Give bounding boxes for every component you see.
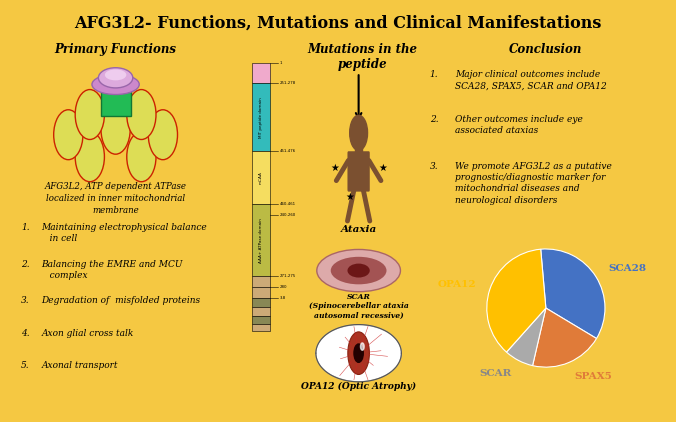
Bar [251,316,270,324]
Bar [251,298,270,307]
FancyBboxPatch shape [347,151,370,192]
Text: AFG3L2- Functions, Mutations and Clinical Manifestations: AFG3L2- Functions, Mutations and Clinica… [74,15,602,32]
Text: 451-476: 451-476 [280,149,295,153]
Text: We promote AFG3L2 as a putative
prognostic/diagnostic marker for
mitochondrial d: We promote AFG3L2 as a putative prognost… [455,162,612,205]
Text: Axonal transport: Axonal transport [41,360,118,370]
Circle shape [75,89,104,140]
Text: 251-278: 251-278 [280,81,296,85]
Bar [251,63,270,83]
Text: SPAX5: SPAX5 [575,371,612,381]
Text: AAA+ ATPase domain: AAA+ ATPase domain [259,218,263,263]
Text: Conclusion: Conclusion [509,43,582,56]
Ellipse shape [92,74,139,95]
Ellipse shape [317,249,400,292]
Circle shape [348,332,369,374]
Ellipse shape [347,264,370,278]
Text: AFG3L2, ATP dependent ATPase
localized in inner mitochondrial
membrane: AFG3L2, ATP dependent ATPase localized i… [45,182,187,215]
Wedge shape [533,308,596,367]
Text: SCA28: SCA28 [608,265,646,273]
Text: OPA12 (Optic Atrophy): OPA12 (Optic Atrophy) [301,382,416,391]
Text: 5.: 5. [21,360,30,370]
Circle shape [127,89,156,140]
Circle shape [354,344,363,362]
Circle shape [53,110,83,160]
Text: Ataxia: Ataxia [341,225,377,234]
Text: 1.: 1. [430,70,439,79]
Text: 271-275: 271-275 [280,274,296,278]
Bar [251,287,270,298]
Wedge shape [487,249,546,352]
Circle shape [101,104,130,154]
Text: SCAR
(Spinocerebellar ataxia
autosomal recessive): SCAR (Spinocerebellar ataxia autosomal r… [309,292,408,320]
Text: Balancing the EMRE and MCU
   complex: Balancing the EMRE and MCU complex [41,260,183,280]
Text: 460-461: 460-461 [280,203,295,206]
Bar [251,151,270,205]
Wedge shape [541,249,605,338]
Wedge shape [506,308,546,365]
Text: 3.: 3. [21,296,30,305]
Text: SCAR: SCAR [479,369,512,378]
Text: 3.8: 3.8 [280,296,286,300]
Text: Primary Functions: Primary Functions [55,43,176,56]
Bar [251,324,270,331]
FancyBboxPatch shape [101,85,130,116]
Text: mCAA: mCAA [259,171,263,184]
Circle shape [360,343,364,350]
Text: Maintaining electrophysical balance
   in cell: Maintaining electrophysical balance in c… [41,223,207,243]
Text: ★: ★ [379,163,387,173]
Bar [251,276,270,287]
Text: 2.: 2. [430,114,439,124]
Text: 1.: 1. [21,223,30,232]
Bar [251,307,270,316]
Text: ★: ★ [345,192,354,202]
Text: OPA12: OPA12 [437,280,476,289]
Bar [251,83,270,151]
Ellipse shape [105,69,126,80]
Text: Other outcomes include eye
associated ataxias: Other outcomes include eye associated at… [455,114,583,135]
Text: MIT peptide domain: MIT peptide domain [259,97,263,138]
Circle shape [349,115,368,151]
Text: 2.: 2. [21,260,30,268]
Ellipse shape [316,325,402,381]
Text: 240-260: 240-260 [280,214,296,217]
Text: Mutations in the
peptide: Mutations in the peptide [308,43,417,71]
Text: 3.: 3. [430,162,439,171]
Text: 1: 1 [280,61,282,65]
Bar [251,205,270,276]
Text: Degradation of  misfolded proteins: Degradation of misfolded proteins [41,296,201,305]
FancyBboxPatch shape [101,85,130,91]
Text: Major clinical outcomes include
SCA28, SPAX5, SCAR and OPA12: Major clinical outcomes include SCA28, S… [455,70,607,91]
Text: ★: ★ [330,163,339,173]
Bar [356,140,362,154]
Ellipse shape [331,257,387,284]
Circle shape [148,110,178,160]
Circle shape [75,132,104,182]
Text: 4.: 4. [21,329,30,338]
Text: 280: 280 [280,285,287,289]
Ellipse shape [99,68,132,88]
Circle shape [127,132,156,182]
Text: Axon glial cross talk: Axon glial cross talk [41,329,134,338]
